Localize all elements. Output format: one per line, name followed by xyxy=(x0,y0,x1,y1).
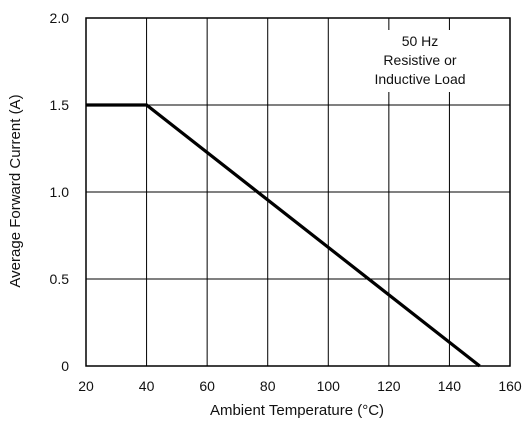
annotation-line-1: 50 Hz xyxy=(402,33,439,49)
x-tick-label: 80 xyxy=(260,378,276,394)
x-tick-label: 40 xyxy=(139,378,155,394)
plot-frame xyxy=(85,17,511,367)
annotation-line-2: Resistive or xyxy=(383,52,456,68)
x-tick-label: 120 xyxy=(377,378,401,394)
y-tick-label: 1.5 xyxy=(50,97,70,113)
y-tick-label: 1.0 xyxy=(50,184,70,200)
y-axis-title: Average Forward Current (A) xyxy=(7,94,24,287)
y-tick-label: 0.5 xyxy=(50,271,70,287)
x-tick-label: 100 xyxy=(317,378,341,394)
x-axis-title: Ambient Temperature (°C) xyxy=(210,402,384,419)
annotation-line-3: Inductive Load xyxy=(374,71,465,87)
y-axis-tick-labels: 0 0.5 1.0 1.5 2.0 xyxy=(50,10,70,374)
annotation-box xyxy=(360,30,480,92)
y-tick-label: 2.0 xyxy=(50,10,70,26)
x-tick-label: 20 xyxy=(78,378,94,394)
x-tick-label: 160 xyxy=(498,378,522,394)
derating-curve-line xyxy=(86,103,481,368)
x-tick-label: 60 xyxy=(199,378,215,394)
x-axis-tick-labels: 20 40 60 80 100 120 140 160 xyxy=(78,378,522,394)
y-tick-label: 0 xyxy=(61,358,69,374)
series-layer xyxy=(86,103,481,368)
x-tick-label: 140 xyxy=(438,378,462,394)
